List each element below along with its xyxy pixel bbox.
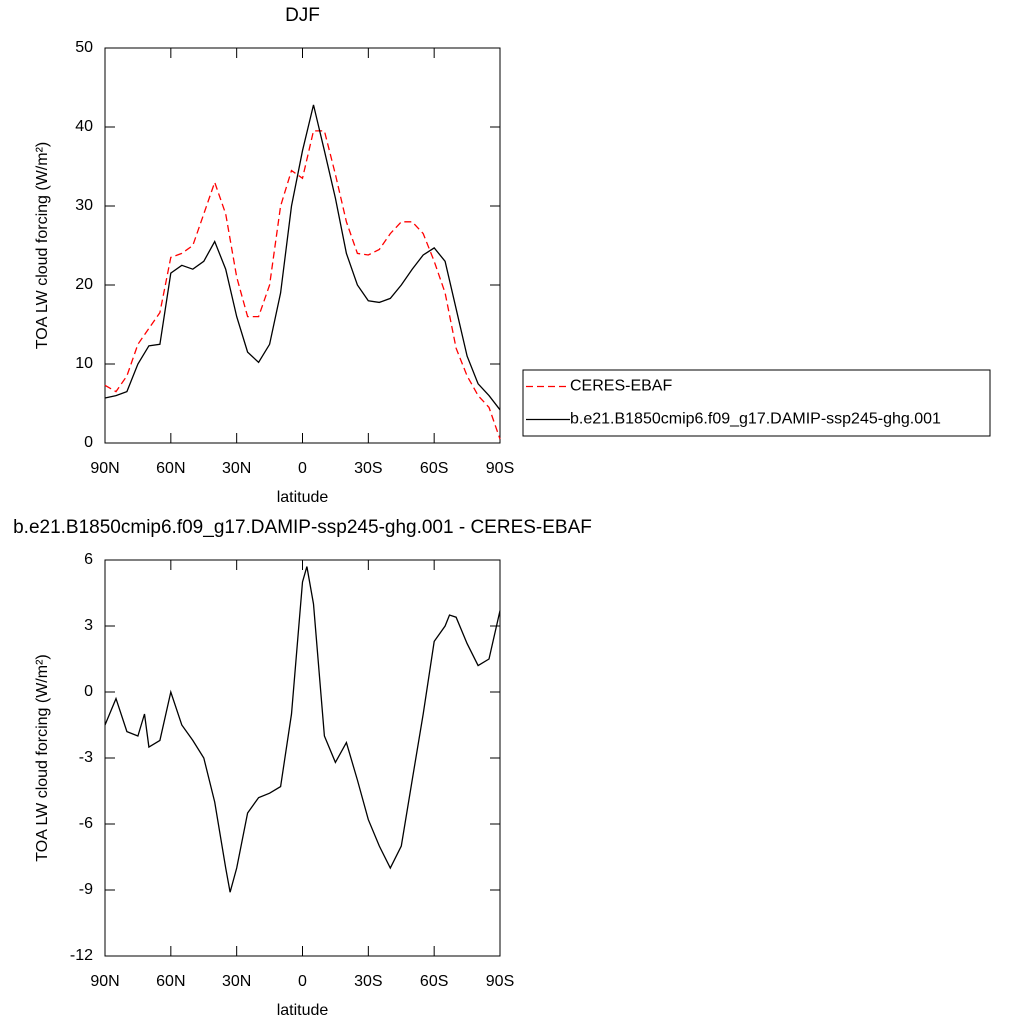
data-line <box>104 130 501 440</box>
y-tick-label: 3 <box>84 617 93 634</box>
plot-frame <box>104 47 501 444</box>
x-axis-label: latitude <box>277 1002 329 1019</box>
y-axis-label: TOA LW cloud forcing (W/m²) <box>34 654 51 861</box>
legend-label: b.e21.B1850cmip6.f09_g17.DAMIP-ssp245-gh… <box>570 411 941 428</box>
x-tick-label: 60S <box>420 973 448 990</box>
x-tick-label: 60S <box>420 460 448 477</box>
y-axis-label: TOA LW cloud forcing (W/m²) <box>34 142 51 349</box>
plot-frame <box>104 559 501 957</box>
legend-frame <box>522 369 991 437</box>
y-tick-label: -9 <box>79 881 93 898</box>
y-tick-label: 0 <box>84 683 93 700</box>
x-tick-label: 90N <box>90 973 119 990</box>
data-line <box>104 566 501 893</box>
y-tick-label: 0 <box>84 434 93 451</box>
x-tick-label: 30S <box>354 973 382 990</box>
y-tick-label: 10 <box>75 355 93 372</box>
x-tick-label: 30N <box>222 973 251 990</box>
x-tick-label: 90S <box>486 460 514 477</box>
y-tick-label: 50 <box>75 39 93 56</box>
chart-title: DJF <box>285 5 320 26</box>
y-tick-label: 6 <box>84 551 93 568</box>
y-tick-label: -6 <box>79 815 93 832</box>
x-tick-label: 0 <box>298 973 307 990</box>
x-tick-label: 90N <box>90 460 119 477</box>
x-tick-label: 0 <box>298 460 307 477</box>
y-tick-label: 30 <box>75 197 93 214</box>
x-tick-label: 30N <box>222 460 251 477</box>
legend-label: CERES-EBAF <box>570 378 672 395</box>
x-tick-label: 30S <box>354 460 382 477</box>
y-tick-label: -3 <box>79 749 93 766</box>
x-tick-label: 60N <box>156 460 185 477</box>
x-axis-label: latitude <box>277 489 329 506</box>
x-tick-label: 90S <box>486 973 514 990</box>
y-tick-label: 40 <box>75 118 93 135</box>
y-tick-label: 20 <box>75 276 93 293</box>
chart-title: b.e21.B1850cmip6.f09_g17.DAMIP-ssp245-gh… <box>13 517 592 538</box>
y-tick-label: -12 <box>70 947 93 964</box>
x-tick-label: 60N <box>156 973 185 990</box>
data-line <box>104 104 501 411</box>
